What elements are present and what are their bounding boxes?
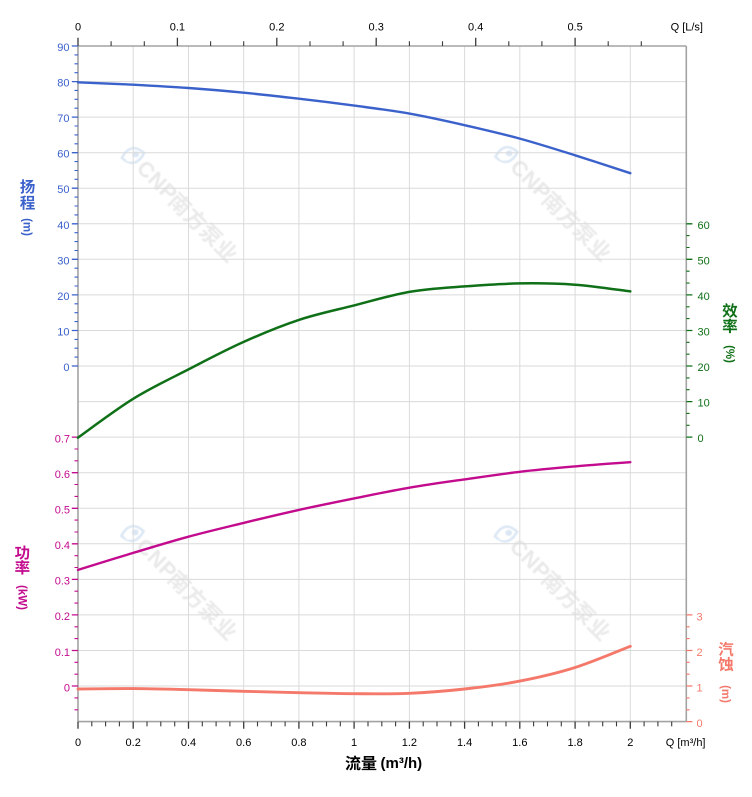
- svg-text:0: 0: [64, 682, 70, 694]
- svg-text:1.2: 1.2: [402, 737, 417, 749]
- svg-text:3: 3: [697, 612, 703, 624]
- svg-text:0.7: 0.7: [55, 433, 70, 445]
- svg-text:60: 60: [698, 220, 710, 232]
- svg-text:1.4: 1.4: [457, 737, 472, 749]
- svg-text:0: 0: [75, 21, 81, 33]
- svg-text:Q [L/s]: Q [L/s]: [671, 21, 703, 33]
- svg-text:(m): (m): [21, 218, 33, 236]
- svg-text:0.5: 0.5: [55, 505, 70, 517]
- svg-text:90: 90: [57, 42, 69, 54]
- svg-text:0.3: 0.3: [55, 576, 70, 588]
- svg-text:1.6: 1.6: [512, 737, 527, 749]
- svg-text:0.5: 0.5: [567, 21, 582, 33]
- svg-text:0.4: 0.4: [181, 737, 196, 749]
- svg-text:80: 80: [57, 78, 69, 90]
- svg-text:(m³/h): (m³/h): [381, 755, 423, 772]
- svg-text:50: 50: [698, 255, 710, 267]
- svg-text:(%): (%): [723, 345, 735, 363]
- svg-text:Q [m³/h]: Q [m³/h]: [666, 737, 706, 749]
- svg-text:0: 0: [698, 433, 704, 445]
- svg-text:0: 0: [75, 737, 81, 749]
- svg-text:1: 1: [351, 737, 357, 749]
- svg-text:0.1: 0.1: [55, 647, 70, 659]
- svg-text:0.4: 0.4: [468, 21, 483, 33]
- svg-text:(kW): (kW): [16, 585, 28, 610]
- svg-text:70: 70: [57, 113, 69, 125]
- svg-text:30: 30: [698, 327, 710, 339]
- svg-text:(m): (m): [719, 685, 731, 703]
- svg-text:40: 40: [698, 291, 710, 303]
- svg-text:20: 20: [698, 362, 710, 374]
- svg-text:2: 2: [697, 647, 703, 659]
- svg-text:0.6: 0.6: [236, 737, 251, 749]
- svg-text:40: 40: [57, 220, 69, 232]
- svg-text:30: 30: [57, 255, 69, 267]
- svg-text:1.8: 1.8: [567, 737, 582, 749]
- svg-text:60: 60: [57, 149, 69, 161]
- svg-text:10: 10: [57, 327, 69, 339]
- svg-text:0.1: 0.1: [170, 21, 185, 33]
- svg-text:0: 0: [697, 718, 703, 730]
- svg-text:0.3: 0.3: [369, 21, 384, 33]
- svg-text:0.4: 0.4: [55, 540, 70, 552]
- svg-text:0.2: 0.2: [126, 737, 141, 749]
- svg-text:1: 1: [697, 683, 703, 695]
- svg-text:0.6: 0.6: [55, 469, 70, 481]
- svg-text:0.8: 0.8: [291, 737, 306, 749]
- svg-text:0.2: 0.2: [269, 21, 284, 33]
- svg-text:10: 10: [698, 398, 710, 410]
- svg-text:2: 2: [627, 737, 633, 749]
- svg-text:50: 50: [57, 184, 69, 196]
- svg-text:20: 20: [57, 291, 69, 303]
- svg-text:0.2: 0.2: [55, 611, 70, 623]
- svg-text:0: 0: [63, 362, 69, 374]
